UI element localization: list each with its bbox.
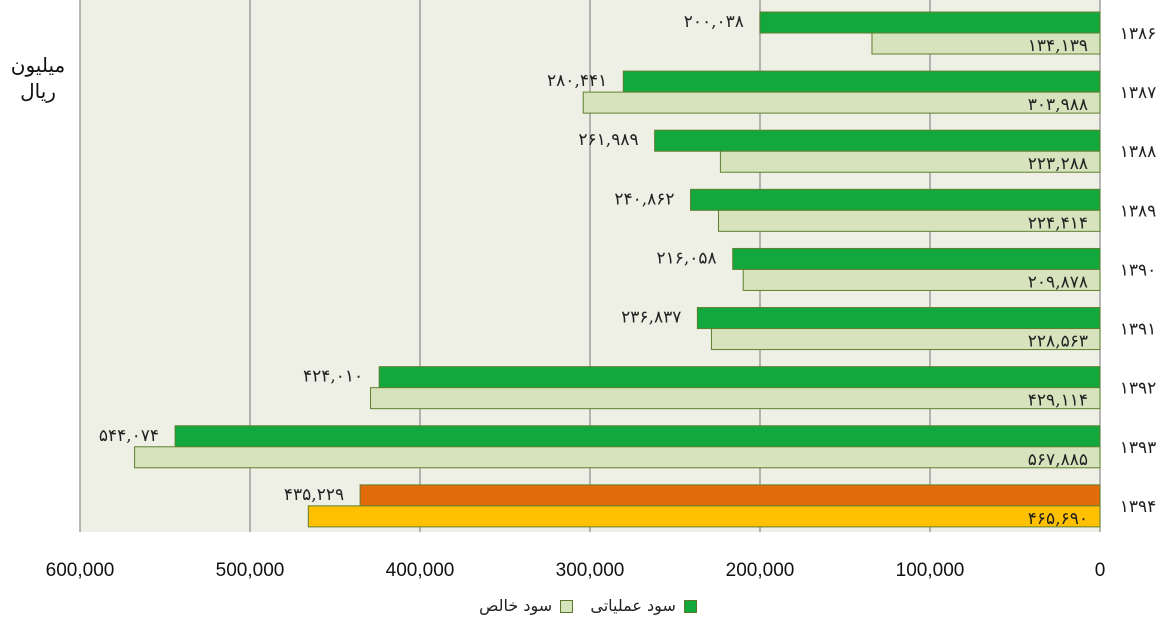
bar [307,505,1101,528]
category-label: ۱۳۸۷ [1120,83,1157,103]
x-tick-label: 100,000 [896,560,965,581]
data-label: ۴۲۹,۱۱۴ [1028,391,1088,411]
bar [871,32,1101,55]
data-label: ۲۴۰,۸۶۲ [614,189,674,209]
data-label: ۵۴۴,۰۷۴ [99,426,159,446]
unit-label-line1: میلیون [10,53,66,77]
x-tick-label: 500,000 [216,560,285,581]
data-label: ۲۸۰,۴۴۱ [547,71,607,91]
data-label: ۲۰۹,۸۷۸ [1028,272,1088,292]
bar [717,209,1101,232]
bar [719,150,1101,173]
bar [378,366,1101,389]
bar [582,91,1101,114]
bar [134,446,1101,469]
data-label: ۲۶۱,۹۸۹ [578,130,638,150]
data-label: ۲۰۰,۰۳۸ [684,12,744,32]
legend-item-operating-profit: سود عملیاتی [590,596,697,615]
bar [710,328,1101,351]
data-label: ۵۶۷,۸۸۵ [1028,450,1088,470]
bar [654,129,1101,152]
data-label: ۳۰۳,۹۸۸ [1028,95,1088,115]
bar [742,268,1101,291]
category-label: ۱۳۹۰ [1120,260,1157,280]
data-label: ۴۳۵,۲۲۹ [284,485,344,505]
unit-label: میلیون ریال [4,52,72,104]
bar [370,387,1101,410]
legend-label-operating-profit: سود عملیاتی [590,596,676,615]
data-label: ۲۲۸,۵۶۳ [1028,332,1088,352]
bar [732,247,1101,270]
legend: سود عملیاتی سود خالص [0,596,1176,615]
bar-chart: 600,000 500,000 400,000 300,000 200,000 100,0… [46,0,1157,581]
legend-item-net-profit: سود خالص [479,596,574,615]
data-label: ۴۲۴,۰۱۰ [303,367,363,387]
category-label: ۱۳۸۹ [1120,201,1157,221]
category-label: ۱۳۹۲ [1120,379,1157,399]
x-tick-label: 200,000 [726,560,795,581]
bar [690,188,1101,211]
bar [759,11,1101,34]
unit-label-line2: ریال [20,79,56,103]
category-label: ۱۳۸۶ [1120,24,1157,44]
legend-label-net-profit: سود خالص [479,596,553,615]
data-label: ۲۱۶,۰۵۸ [656,248,716,268]
data-label: ۲۳۶,۸۳۷ [621,308,681,328]
legend-swatch-operating-profit [683,600,697,613]
x-tick-label: 400,000 [386,560,455,581]
data-label: ۱۳۴,۱۳۹ [1028,36,1088,56]
category-label: ۱۳۹۳ [1120,438,1157,458]
category-label: ۱۳۹۱ [1120,320,1157,340]
data-label: ۴۶۵,۶۹۰ [1028,509,1088,529]
x-tick-label: 0 [1095,560,1106,581]
bar [174,425,1101,448]
bar [696,307,1101,330]
category-label: ۱۳۹۴ [1120,497,1157,517]
data-label: ۲۲۳,۲۸۸ [1028,154,1088,174]
legend-swatch-net-profit [560,600,574,613]
data-label: ۲۲۴,۴۱۴ [1028,213,1088,233]
x-tick-label: 600,000 [46,560,115,581]
bar [359,484,1101,507]
category-label: ۱۳۸۸ [1120,142,1157,162]
x-tick-label: 300,000 [556,560,625,581]
bar [622,70,1101,93]
